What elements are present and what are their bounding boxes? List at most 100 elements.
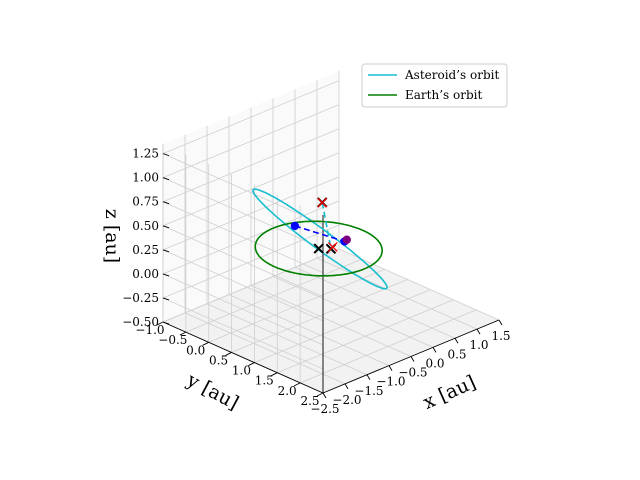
y-tick-label-4: 1.0 [232,364,251,378]
y-tick-mark-7 [316,392,324,397]
z-tick-label-3: 0.25 [132,243,159,257]
z-tick-mark-4 [162,225,170,229]
cross-marker-6 [317,197,328,208]
y-tick-mark-1 [179,331,187,336]
series-earth-orbit [254,220,384,277]
y-tick-label-6: 2.0 [278,384,297,398]
x-tick-mark-5 [432,347,437,353]
x-tick-label-0: −2.5 [310,402,339,416]
grid-x-floor-8 [338,248,500,321]
grid-z-right-4 [162,152,340,227]
y-axis-line [162,321,324,394]
x-tick-mark-0 [322,392,327,399]
x-tick-mark-4 [410,356,415,362]
y-tick-label-2: 0.0 [186,343,205,357]
x-tick-label-8: 1.5 [491,329,510,343]
x-tick-mark-6 [454,338,459,344]
x-tick-mark-3 [388,365,393,371]
grid-y-floor-2 [208,268,385,343]
x-ticks: −2.5−2.0−1.5−1.0−0.50.00.51.01.5 [310,319,511,416]
y-tick-mark-0 [156,321,164,326]
cross-marker-7 [327,241,338,252]
x-tick-label-2: −1.5 [354,384,383,398]
z-axis-label: z [au] [101,209,123,263]
z-tick-mark-0 [162,321,170,325]
grid-z-left-3 [162,249,324,322]
cross-marker-4 [313,243,324,254]
x-tick-label-7: 1.0 [469,338,488,352]
plot-area [252,188,388,290]
grid-z-right-1 [162,224,340,299]
y-tick-mark-3 [225,352,232,356]
x-tick-label-1: −2.0 [332,393,361,407]
z-ticks: −0.50 −0.25 0.00 0.25 0.50 0.75 1.00 1.25 [122,147,170,329]
x-tick-label-5: 0.0 [425,356,444,370]
z-tick-label-2: 0.00 [132,267,159,281]
z-tick-label-5: 0.75 [132,195,159,209]
grid-y-floor-5 [277,299,454,374]
grid-z-left-4 [162,225,324,298]
grid-y-floor-3 [231,279,408,353]
legend-label-earth: Earth’s orbit [405,88,482,102]
y-tick-mark-2 [202,341,209,346]
cross-stroke-b-6 [317,197,328,208]
x-tick-mark-8 [498,319,503,326]
point-marker-0 [290,221,300,231]
z-tick-mark-1 [162,297,170,301]
x-axis-label: x [au] [420,371,479,414]
grid-y-floor-1 [185,258,363,333]
y-ticks: −1.0−0.50.0 0.5 1.0 1.5 2.02.5 [135,321,324,408]
grid-z-left-7 [162,153,324,225]
grid-z-right-6 [162,104,340,179]
grid-x-floor-3 [228,294,390,366]
legend-frame [361,63,508,108]
series-asteroid-orbit [252,188,388,290]
grid-z-left-2 [162,273,324,346]
grid-z-right-5 [162,128,340,203]
z-tick-mark-6 [162,177,170,181]
x-tick-label-6: 0.5 [447,347,466,361]
grid-x-floor-7 [316,257,478,330]
grid-z-right-7 [162,80,340,154]
grid-x-floor-1 [184,312,346,385]
x-tick-label-4: −0.5 [398,366,427,380]
cross-stroke-b-4 [313,243,324,254]
x-tick-mark-7 [476,328,481,335]
y-tick-mark-5 [271,372,278,377]
grid-z-right-2 [162,200,340,275]
z-tick-label-6: 1.00 [132,171,159,185]
z-tick-label-7: 1.25 [132,147,159,161]
y-tick-label-3: 0.5 [209,353,228,367]
x-tick-mark-2 [366,374,371,380]
legend-label-asteroid: Asteroid’s orbit [404,68,499,82]
x-tick-mark-1 [344,383,349,390]
legend: Asteroid’s orbit Earth’s orbit [361,63,508,108]
z-tick-mark-7 [162,153,170,157]
y-tick-label-7: 2.5 [300,394,319,408]
z-tick-label-1: −0.25 [122,291,159,305]
z-tick-mark-2 [162,273,170,277]
cross-stroke-b-7 [327,241,338,252]
z-tick-mark-5 [162,201,170,205]
y-tick-label-1: −0.5 [158,333,187,347]
grid-z-left-1 [162,297,324,370]
z-tick-mark-3 [162,249,170,253]
x-tick-label-3: −1.0 [376,375,405,389]
y-tick-label-5: 1.5 [255,374,274,388]
grid-z-left-6 [162,177,324,250]
point-marker-2 [342,235,351,244]
grid-y-floor-4 [254,289,431,363]
grid-x-floor-5 [272,276,434,348]
z-tick-label-0: −0.50 [122,315,159,329]
grid-x-floor-6 [294,266,456,339]
z-tick-label-4: 0.50 [132,219,159,233]
grid-y-floor-6 [299,309,477,384]
dashed-line-0 [294,225,345,243]
grid-z-right-0 [162,248,340,323]
y-tick-mark-4 [248,362,255,366]
dashed-line-1 [321,202,332,249]
y-tick-mark-6 [293,382,301,387]
grid-z-left-5 [162,201,324,274]
grid-x-floor-2 [206,303,368,376]
